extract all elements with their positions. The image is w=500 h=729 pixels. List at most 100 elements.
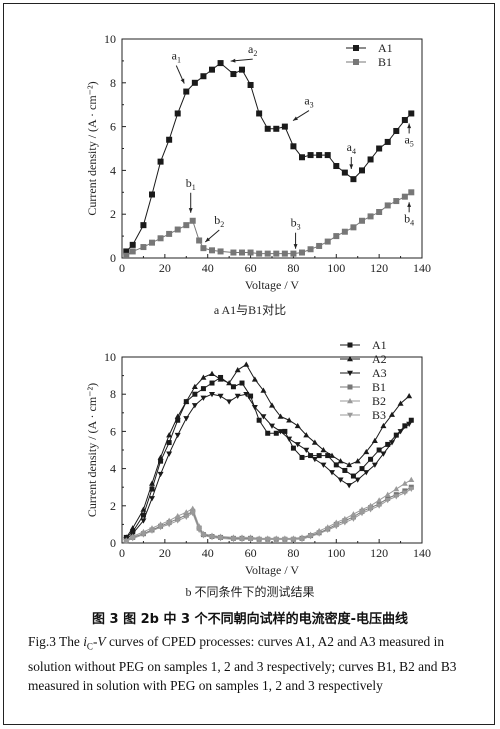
series-B1-point: [384, 202, 391, 209]
series-A1: [123, 60, 415, 255]
series-B2-point: [189, 505, 196, 511]
legend-B3-marker: [347, 412, 353, 418]
series-A1-point: [290, 445, 296, 451]
panel-b-caption: b 不同条件下的测试结果: [185, 585, 315, 599]
series-B2-point: [393, 486, 400, 492]
series-A1-point: [200, 386, 206, 392]
chart-panel-a: 0 20 40 60 80 100 120 140 0 2 4 6 8 10 Voltage / V Curr…: [85, 32, 431, 292]
series-A1-point: [359, 167, 365, 174]
figure-caption-zh: 图 3 图 2b 中 3 个不同朝向试样的电流密度-电压曲线: [92, 612, 408, 627]
series-A1-point: [273, 430, 279, 436]
series-A3-point: [294, 442, 301, 448]
series-A2-point: [174, 413, 181, 419]
series-A1-point: [367, 156, 374, 163]
series-A1-point: [333, 163, 340, 170]
series-B1-point: [393, 198, 400, 205]
series-A2-point: [269, 402, 275, 408]
series-A2-point: [260, 387, 267, 393]
annotation-a4-arrowhead: [349, 164, 354, 169]
series-B1-point: [166, 230, 173, 237]
series-A1-point: [166, 440, 172, 446]
series-A1-point: [350, 176, 357, 183]
panel-a-x-tick-label: 100: [327, 261, 345, 275]
series-B1-point: [350, 224, 357, 231]
series-B1-point: [149, 239, 155, 246]
series-B3-point: [230, 537, 237, 543]
annotation-b3-arrowhead: [293, 244, 298, 249]
series-A3-point: [166, 451, 173, 457]
series-A3-point: [286, 436, 293, 442]
series-A1-point: [149, 191, 155, 198]
annotation-a5-arrowhead: [407, 123, 412, 129]
series-A2-point: [311, 439, 318, 445]
legend-B1-marker: [347, 384, 353, 390]
series-A1-point: [401, 117, 408, 124]
series-A2-point: [337, 458, 344, 464]
figure-caption-en: Fig.3 The iC-V curves of CPED processes:…: [28, 632, 488, 695]
series-A2-line: [125, 363, 410, 538]
series-A1-point: [368, 456, 374, 462]
series-A3-line: [125, 393, 410, 540]
series-B1: [123, 189, 415, 259]
series-A1-point: [149, 486, 155, 492]
series-A1-point: [350, 473, 356, 479]
series-B3-point: [247, 537, 254, 543]
series-A2-point: [277, 413, 284, 419]
caption-dash: -: [92, 634, 98, 649]
series-B2-point: [350, 511, 357, 517]
series-A3-point: [243, 391, 250, 398]
annotation-a2: a2: [248, 42, 257, 58]
series-A1-point: [359, 466, 365, 472]
panel-b-y-axis-label: Current density / (A · cm⁻²): [85, 383, 99, 517]
series-A3-point: [389, 440, 395, 446]
legend-B2-marker: [347, 398, 353, 404]
series-A3-point: [303, 447, 310, 453]
panel-b-x-tick-label: 60: [245, 546, 257, 560]
series-B1-point: [290, 250, 297, 257]
legend-A3-label: A3: [372, 366, 387, 380]
series-A1-point: [191, 79, 198, 86]
caption-var-v: V: [97, 634, 106, 649]
series-A2-point: [226, 380, 233, 386]
series-A3-point: [157, 471, 164, 478]
series-A3-point: [277, 429, 284, 435]
chart-panel-b: 0 20 40 60 80 100 120 140 0 2 4 6 8 10 Voltage / V Curr…: [85, 338, 431, 577]
caption-en-rest: curves of CPED processes: curves A1, A2 …: [28, 634, 457, 693]
series-A2-point: [166, 432, 173, 438]
series-B1-point: [239, 249, 245, 256]
series-B1-point: [408, 189, 415, 196]
series-A3-point: [183, 416, 190, 422]
series-B1-point: [183, 222, 190, 229]
series-B3-point: [367, 507, 374, 513]
series-A1-point: [308, 453, 314, 459]
series-A2-point: [294, 422, 301, 429]
series-B1-point: [200, 245, 207, 252]
series-A1-point: [140, 512, 146, 518]
panel-b-y-tick-label: 4: [110, 462, 116, 476]
series-B1-point: [341, 228, 348, 235]
panel-b-x-axis-label: Voltage / V: [245, 563, 300, 577]
annotation-b1: b1: [186, 176, 196, 192]
series-A2-point: [217, 376, 224, 382]
series-B3-point: [401, 490, 408, 496]
series-A3-point: [363, 470, 370, 476]
series-B1-point: [324, 238, 331, 245]
legend-A1-label: A1: [372, 338, 387, 352]
series-A1-point: [342, 467, 348, 473]
series-A3-point: [337, 477, 344, 483]
series-B2-point: [333, 519, 340, 525]
series-A1-point: [408, 110, 415, 117]
panel-b-y-tick-label: 2: [110, 499, 116, 513]
panel-b-y-tick-label: 6: [110, 424, 116, 438]
annotation-b2-arrowhead: [205, 237, 211, 242]
series-A1-point: [239, 66, 245, 73]
series-B1-point: [299, 249, 305, 256]
legend-A3-marker: [347, 370, 353, 376]
panel-a-x-tick-label: 60: [245, 261, 257, 275]
series-A1-point: [341, 169, 348, 176]
series-B3-point: [166, 522, 173, 528]
panel-b-x-tick-label: 140: [413, 546, 431, 560]
series-B2-point: [384, 491, 391, 497]
series-A3-point: [217, 393, 224, 400]
series-A1-point: [324, 152, 331, 159]
